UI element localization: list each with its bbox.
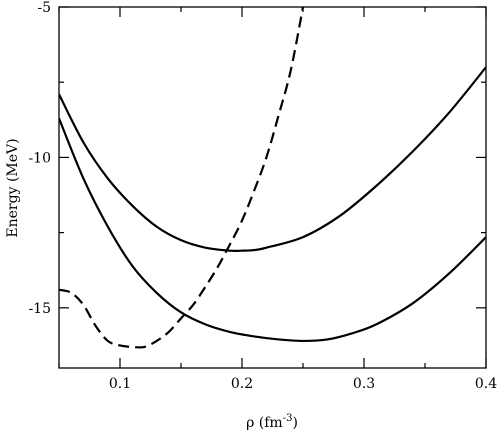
x-axis-title-sup: -3 xyxy=(283,413,293,424)
y-tick-label: -15 xyxy=(28,301,51,317)
x-axis-title-base: ρ (fm xyxy=(246,415,283,431)
tick-labels: 0.1 0.2 0.3 0.4 -15 -10 -5 xyxy=(28,0,497,392)
series-layer xyxy=(59,7,486,349)
series-line-solid-1 xyxy=(59,66,486,253)
x-tick-label: 0.2 xyxy=(231,376,253,392)
plot-frame xyxy=(58,6,487,369)
series-line-dashed xyxy=(59,7,305,349)
plot-area xyxy=(58,6,487,369)
x-axis-title-end: ) xyxy=(292,415,297,431)
y-axis-title: Energy (MeV) xyxy=(5,138,21,237)
series-line-solid-2 xyxy=(59,117,486,343)
x-tick-label: 0.4 xyxy=(475,376,497,392)
x-axis-title: ρ (fm-3) xyxy=(246,413,298,431)
axis-ticks xyxy=(58,6,487,368)
x-tick-label: 0.3 xyxy=(353,376,375,392)
y-tick-label: -5 xyxy=(37,0,51,16)
x-tick-label: 0.1 xyxy=(109,376,131,392)
y-tick-label: -10 xyxy=(28,150,51,166)
